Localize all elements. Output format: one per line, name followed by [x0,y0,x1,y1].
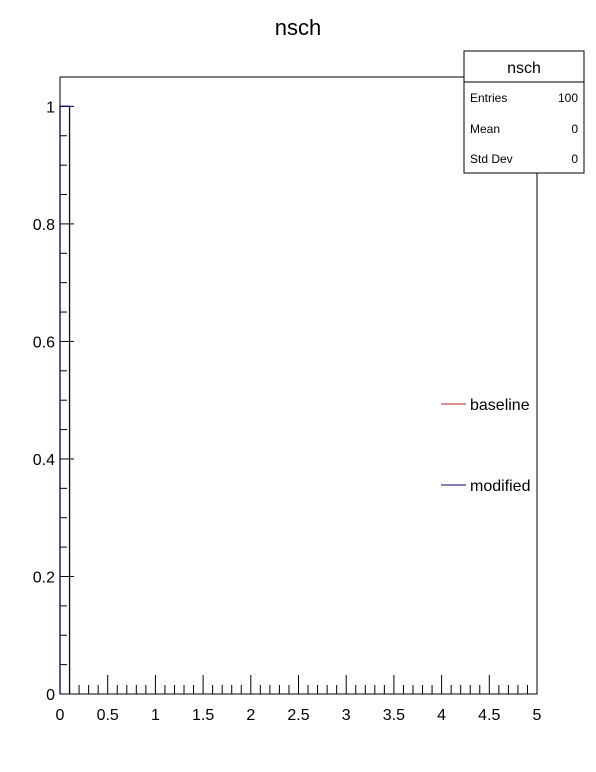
x-axis: 0 0.5 1 1.5 2 2.5 3 3.5 4 4.5 5 [56,675,542,724]
y-tick-label: 1 [46,99,55,116]
histogram-bars [59,105,71,694]
x-tick-label: 2 [246,707,255,724]
stats-box-title: nsch [507,60,541,77]
x-tick-label: 3 [342,707,351,724]
stats-mean-label: Mean [470,122,500,136]
x-tick-label: 0.5 [97,707,119,724]
stats-stddev-label: Std Dev [470,152,513,166]
legend: baseline modified [441,397,530,495]
histogram-modified [59,105,71,694]
stats-stddev-value: 0 [571,152,578,166]
y-axis: 0 0.2 0.4 0.6 0.8 1 [33,76,74,704]
x-tick-label: 2.5 [287,707,309,724]
y-tick-label: 0.4 [33,452,55,469]
x-tick-label: 1.5 [192,707,214,724]
y-tick-label: 0.6 [33,334,55,351]
stats-box-frame [463,50,585,174]
x-tick-label: 3.5 [383,707,405,724]
stats-entries-label: Entries [470,91,507,105]
stats-box: nsch Entries 100 Mean 0 Std Dev 0 [463,50,585,174]
x-tick-label: 4 [437,707,446,724]
y-tick-label: 0.8 [33,217,55,234]
x-tick-label: 0 [56,707,65,724]
stats-mean-value: 0 [571,122,578,136]
chart-title: nsch [275,15,321,40]
x-tick-label: 1 [151,707,160,724]
legend-label-baseline: baseline [470,397,530,414]
x-tick-label: 4.5 [478,707,500,724]
y-tick-label: 0.2 [33,569,55,586]
x-tick-label: 5 [533,707,542,724]
legend-label-modified: modified [470,478,530,495]
y-tick-label: 0 [46,687,55,704]
stats-entries-value: 100 [558,91,578,105]
